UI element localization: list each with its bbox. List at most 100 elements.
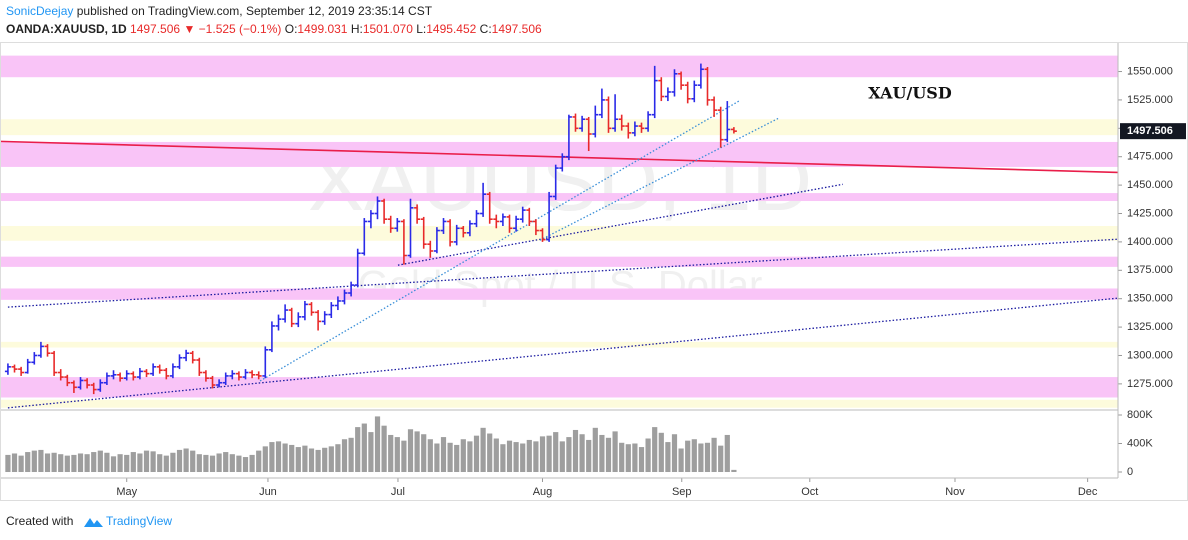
volume-bar: [586, 439, 592, 473]
volume-bar: [454, 444, 460, 473]
zone: [0, 226, 1118, 241]
x-tick-label: May: [116, 486, 137, 498]
volume-bar: [44, 453, 51, 473]
high: 1501.070: [363, 22, 413, 36]
zone: [0, 288, 1118, 300]
price-pane: [0, 55, 1118, 409]
volume-bar: [51, 452, 57, 473]
volume-bar: [25, 452, 31, 473]
volume-bar: [84, 454, 90, 473]
volume-bar: [506, 440, 513, 473]
volume-bar: [361, 423, 367, 473]
volume-bar: [625, 444, 631, 473]
volume-bar: [533, 441, 539, 473]
low-label: L:: [416, 22, 426, 36]
volume-bar: [104, 452, 110, 473]
volume-bar: [216, 453, 222, 473]
volume-bar: [183, 448, 189, 473]
volume-bar: [71, 454, 77, 473]
volume-bar: [137, 453, 143, 473]
zone: [0, 341, 1118, 348]
volume-bar: [77, 453, 84, 473]
volume-tick-label: 0: [1127, 466, 1133, 478]
volume-bar: [572, 429, 579, 473]
watermark-sub: Gold Spot / U.S. Dollar: [358, 264, 763, 308]
volume-bar: [566, 437, 572, 473]
volume-bar: [31, 450, 37, 473]
open: 1499.031: [297, 22, 347, 36]
byline: published on TradingView.com, September …: [77, 4, 433, 18]
x-tick-label: Jul: [391, 486, 405, 498]
volume-bar: [289, 444, 295, 473]
volume-bar: [143, 450, 150, 473]
y-tick-label: 1450.000: [1127, 179, 1173, 191]
volume-bar: [58, 454, 64, 473]
volume-bar: [480, 427, 486, 473]
symbol: OANDA:XAUUSD, 1D: [6, 22, 127, 36]
y-tick-label: 1400.000: [1127, 236, 1173, 248]
volume-bar: [124, 454, 130, 473]
x-tick-label: Oct: [801, 486, 818, 498]
change: −1.525 (−0.1%): [199, 22, 282, 36]
volume-bar: [249, 454, 255, 473]
volume-bar: [691, 439, 697, 473]
last-price-label: 1497.506: [1127, 125, 1173, 137]
volume-bar: [559, 441, 565, 473]
volume-bar: [711, 437, 717, 473]
volume-bar: [229, 454, 235, 473]
volume-bar: [671, 434, 678, 473]
volume-bar: [190, 450, 196, 473]
volume-bar: [355, 427, 361, 473]
y-tick-label: 1550.000: [1127, 65, 1173, 77]
volume-tick-label: 400K: [1127, 437, 1153, 449]
volume-bar: [678, 448, 684, 473]
volume-bar: [500, 444, 506, 473]
volume-bar: [605, 437, 612, 473]
volume-bar: [467, 441, 473, 473]
volume-bar: [236, 455, 242, 473]
volume-bar: [658, 432, 664, 473]
zone: [0, 193, 1118, 202]
volume-bar: [526, 439, 532, 473]
volume-bar: [718, 445, 724, 473]
trendline: [259, 99, 741, 382]
volume-bar: [698, 443, 704, 473]
volume-bar: [704, 442, 711, 473]
volume-bar: [11, 453, 18, 473]
volume-bar: [295, 447, 301, 473]
volume-bar: [368, 432, 374, 473]
zone: [0, 256, 1118, 267]
footer-brand[interactable]: TradingView: [106, 514, 172, 528]
volume-bar: [203, 454, 209, 473]
volume-bar: [612, 431, 618, 473]
x-tick-label: Aug: [533, 486, 553, 498]
volume-bar: [493, 438, 499, 473]
y-tick-label: 1350.000: [1127, 293, 1173, 305]
volume-bar: [269, 442, 275, 473]
volume-bar: [724, 434, 730, 473]
volume-bar: [731, 469, 737, 473]
volume-bar: [91, 452, 97, 473]
volume-bar: [209, 455, 216, 473]
volume-bar: [685, 440, 691, 473]
zone: [0, 377, 1118, 398]
volume-bar: [473, 435, 480, 473]
volume-bar: [374, 416, 381, 473]
volume-bar: [599, 434, 605, 473]
volume-bar: [308, 448, 315, 473]
volume-bar: [38, 449, 44, 473]
volume-bar: [348, 437, 354, 473]
volume-bar: [421, 434, 427, 473]
volume-bar: [434, 443, 440, 473]
annotation: XAU/USD: [868, 84, 952, 103]
y-tick-label: 1325.000: [1127, 321, 1173, 333]
volume-bar: [427, 439, 433, 473]
author[interactable]: SonicDeejay: [6, 4, 73, 18]
y-tick-label: 1475.000: [1127, 151, 1173, 163]
y-tick-label: 1375.000: [1127, 264, 1173, 276]
volume-bar: [487, 433, 493, 473]
volume-bar: [223, 452, 229, 473]
trendline: [0, 140, 1118, 174]
x-tick-label: Dec: [1078, 486, 1098, 498]
